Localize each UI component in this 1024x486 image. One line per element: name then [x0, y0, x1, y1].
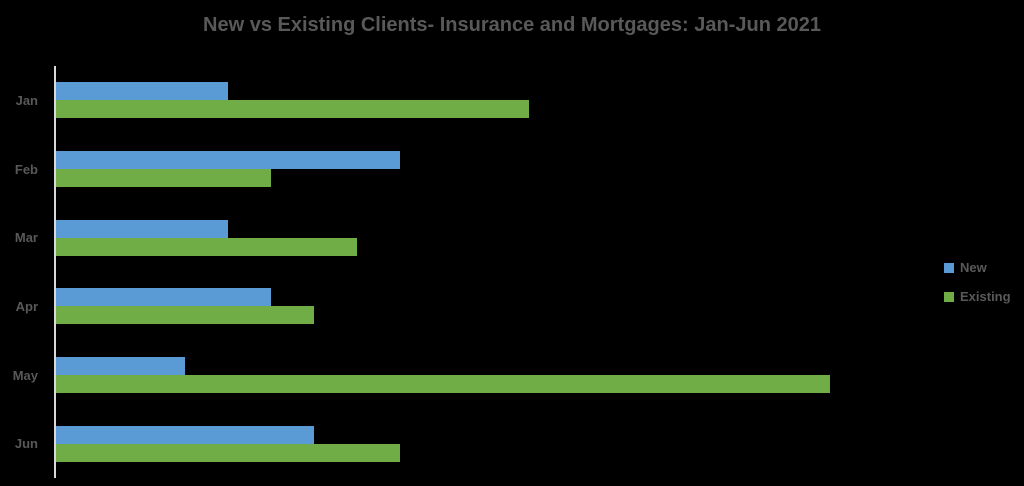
chart-row-jun: Jun	[0, 409, 1024, 478]
bar-pair-apr	[56, 288, 314, 325]
legend-swatch-existing	[944, 291, 954, 302]
bar-existing-jun	[56, 443, 400, 462]
bar-pair-feb	[56, 151, 400, 187]
bar-pair-jan	[56, 82, 529, 119]
bar-new-mar	[56, 219, 228, 238]
category-label-jan: Jan	[15, 92, 38, 108]
bar-existing-apr	[56, 306, 314, 325]
chart-row-apr: Apr	[0, 272, 1024, 341]
bar-pair-may	[56, 357, 830, 394]
bar-new-may	[56, 357, 185, 376]
legend-swatch-new	[944, 262, 954, 273]
bar-new-apr	[56, 288, 271, 307]
legend-entry-new: New	[944, 260, 1011, 275]
category-label-feb: Feb	[14, 161, 38, 177]
legend-entry-existing: Existing	[944, 289, 1011, 304]
y-axis-line	[54, 66, 56, 478]
bar-new-feb	[56, 151, 400, 169]
bar-new-jun	[56, 425, 314, 444]
legend: New Existing	[944, 260, 1011, 304]
chart-row-may: May	[0, 341, 1024, 410]
category-label-mar: Mar	[14, 230, 38, 246]
chart-row-mar: Mar	[0, 203, 1024, 272]
category-label-apr: Apr	[15, 298, 38, 314]
plot-rows: Jan Feb Mar Apr May Jun	[0, 66, 1024, 478]
bar-existing-mar	[56, 237, 357, 256]
bar-existing-may	[56, 375, 830, 394]
chart-row-jan: Jan	[0, 66, 1024, 135]
legend-label-existing: Existing	[960, 289, 1011, 304]
category-label-jun: Jun	[14, 436, 38, 452]
bar-pair-mar	[56, 219, 357, 256]
category-label-may: May	[12, 367, 38, 383]
legend-label-new: New	[960, 260, 987, 275]
chart-row-feb: Feb	[0, 135, 1024, 204]
chart-title: New vs Existing Clients- Insurance and M…	[203, 14, 821, 36]
bar-existing-feb	[56, 169, 271, 187]
bar-existing-jan	[56, 100, 529, 119]
bar-pair-jun	[56, 425, 400, 462]
bar-new-jan	[56, 82, 228, 101]
